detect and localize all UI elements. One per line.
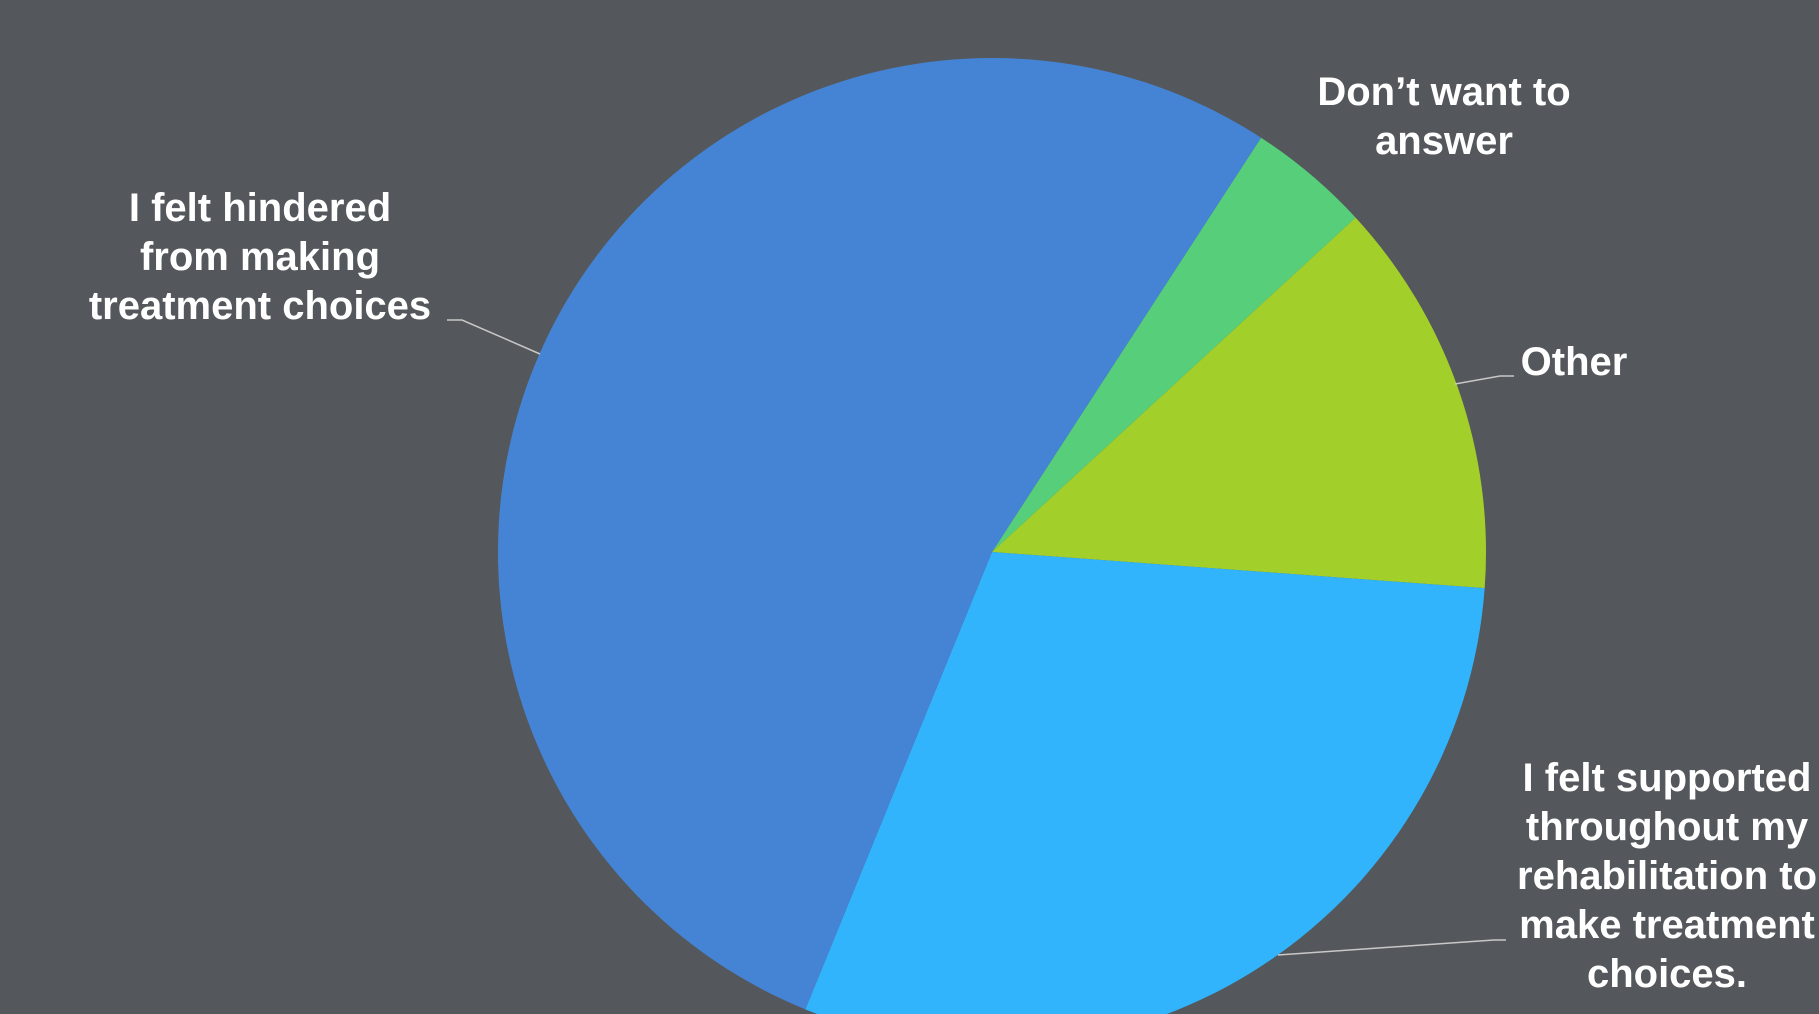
leader-line-felt-supported (1277, 939, 1506, 956)
pie-slices (497, 57, 1486, 1014)
slice-label-dont-want-to-answer: Don’t want to answer (1317, 70, 1571, 163)
slice-label-felt-hindered: I felt hindered from making treatment ch… (88, 186, 432, 328)
leader-line-felt-hindered (447, 319, 541, 355)
leader-lines (447, 319, 1514, 956)
slice-label-other: Other (1520, 340, 1628, 384)
pie-slice-felt-hindered (497, 57, 1262, 1010)
pie-slice-felt-supported (805, 552, 1485, 1014)
slice-label-felt-supported: I felt supported throughout my rehabilit… (1517, 756, 1817, 996)
leader-line-other (1454, 375, 1514, 385)
pie-slice-other (992, 217, 1486, 589)
pie-slice-dont-want-to-answer (992, 137, 1356, 552)
